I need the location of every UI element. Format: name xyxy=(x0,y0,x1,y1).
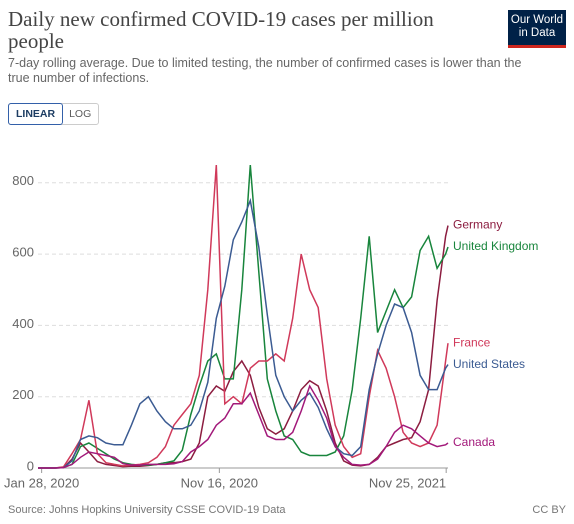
line xyxy=(38,197,449,469)
y-tick-label: 600 xyxy=(12,245,34,260)
legend-label: Canada xyxy=(453,435,495,449)
line xyxy=(38,164,449,469)
title: Daily new confirmed COVID-19 cases per m… xyxy=(8,7,434,53)
line xyxy=(38,384,449,469)
logo-line: in Data xyxy=(518,27,556,39)
legend-label: United Kingdom xyxy=(453,239,538,253)
license: CC BY xyxy=(532,504,566,516)
chart: 0 200 400 600 800 Jan 28, 2020 Nov 16, 2020 Nov… xyxy=(4,164,538,490)
logo-line: Our World xyxy=(510,14,564,26)
legend-label: United States xyxy=(453,357,525,371)
y-tick-label: 800 xyxy=(12,173,34,188)
subtitle: 7-day rolling average. Due to limited te… xyxy=(8,56,522,85)
legend-label: France xyxy=(453,335,491,349)
logo[interactable]: Our World in Data xyxy=(508,10,566,48)
source: Source: Johns Hopkins University CSSE CO… xyxy=(8,504,286,516)
x-tick-label: Jan 28, 2020 xyxy=(4,475,79,490)
y-tick-label: 200 xyxy=(12,387,34,402)
x-tick-label: Nov 16, 2020 xyxy=(181,475,258,490)
y-tick-label: 0 xyxy=(27,458,34,473)
linear-button[interactable]: LINEAR xyxy=(8,103,64,125)
scale-toggle: LINEAR LOG xyxy=(8,103,100,125)
x-tick-label: Nov 25, 2021 xyxy=(369,475,446,490)
line xyxy=(38,164,449,469)
legend-label: Germany xyxy=(453,218,502,232)
y-tick-label: 400 xyxy=(12,316,34,331)
log-button[interactable]: LOG xyxy=(69,108,92,120)
